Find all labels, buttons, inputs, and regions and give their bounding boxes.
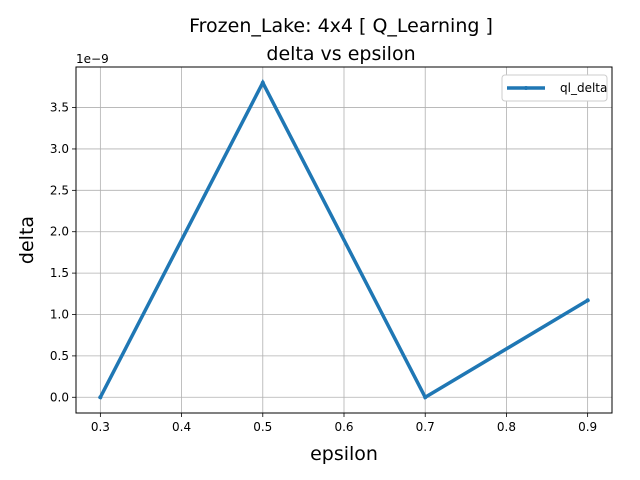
x-tick-label: 0.4 (172, 420, 191, 434)
y-tick-label: 1.0 (50, 307, 69, 321)
x-tick-label: 0.5 (253, 420, 272, 434)
legend-box (501, 74, 608, 102)
series-layer (98, 78, 591, 400)
y-tick-label: 2.5 (50, 183, 69, 197)
x-tick-label: 0.3 (91, 420, 110, 434)
legend: ql_delta (501, 74, 608, 102)
y-offset-label: 1e−9 (76, 52, 109, 66)
plot-frame (75, 66, 613, 414)
data-point (260, 80, 265, 85)
x-tick-label: 0.9 (578, 420, 597, 434)
data-point (585, 298, 590, 303)
x-axis-label: epsilon (310, 443, 378, 465)
data-point (98, 395, 103, 400)
series-line (98, 78, 591, 400)
legend-marker (524, 86, 528, 90)
data-point (423, 395, 428, 400)
y-axis-label: delta (16, 216, 38, 264)
x-tick-label: 0.7 (416, 420, 435, 434)
y-tick-label: 0.5 (50, 349, 69, 363)
y-tick-label: 1.5 (50, 266, 69, 280)
y-tick-label: 2.0 (50, 225, 69, 239)
y-tick-label: 3.0 (50, 142, 69, 156)
chart-title-line2: delta vs epsilon (266, 43, 415, 65)
legend-label: ql_delta (560, 81, 607, 95)
axis-ticks: 0.3 0.4 0.5 0.6 0.7 0.8 0.9 0.0 0.5 1.0 1.5 2.0 2.5 3… (50, 101, 597, 434)
chart-title-line1: Frozen_Lake: 4x4 [ Q_Learning ] (189, 15, 493, 37)
x-tick-label: 0.6 (334, 420, 353, 434)
y-tick-label: 0.0 (50, 390, 69, 404)
y-tick-label: 3.5 (50, 101, 69, 115)
x-tick-label: 0.8 (497, 420, 516, 434)
